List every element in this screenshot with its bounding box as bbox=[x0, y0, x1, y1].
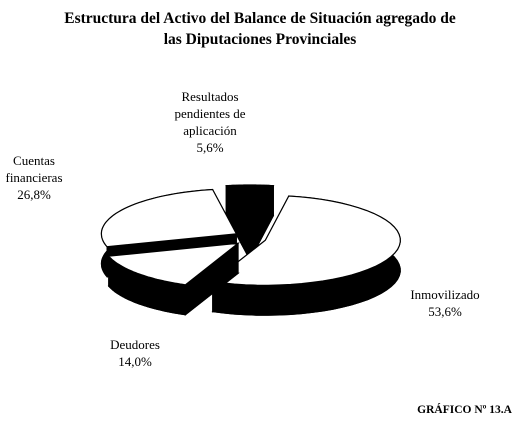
category-label: Inmovilizado bbox=[410, 287, 480, 302]
category-label: Cuentas financieras bbox=[5, 153, 63, 185]
footer: GRÁFICO Nº 13.A bbox=[417, 404, 512, 416]
chart-title: Estructura del Activo del Balance de Sit… bbox=[64, 10, 456, 48]
slice bbox=[107, 242, 241, 286]
slice bbox=[211, 195, 401, 286]
slice bbox=[225, 184, 275, 232]
value-label: 26,8% bbox=[17, 187, 51, 202]
slice bbox=[100, 188, 238, 248]
category-label: Resultados pendientes de aplicación bbox=[174, 89, 246, 138]
slice-label: Cuentas financieras 26,8% bbox=[0, 152, 68, 203]
slice-label: Resultados pendientes de aplicación 5,6% bbox=[160, 88, 260, 156]
value-label: 5,6% bbox=[196, 140, 224, 155]
slice-label: Inmovilizado 53,6% bbox=[395, 286, 495, 320]
value-label: 14,0% bbox=[118, 354, 152, 369]
category-label: Deudores bbox=[110, 337, 160, 352]
slice-label: Deudores 14,0% bbox=[90, 336, 180, 370]
value-label: 53,6% bbox=[428, 304, 462, 319]
